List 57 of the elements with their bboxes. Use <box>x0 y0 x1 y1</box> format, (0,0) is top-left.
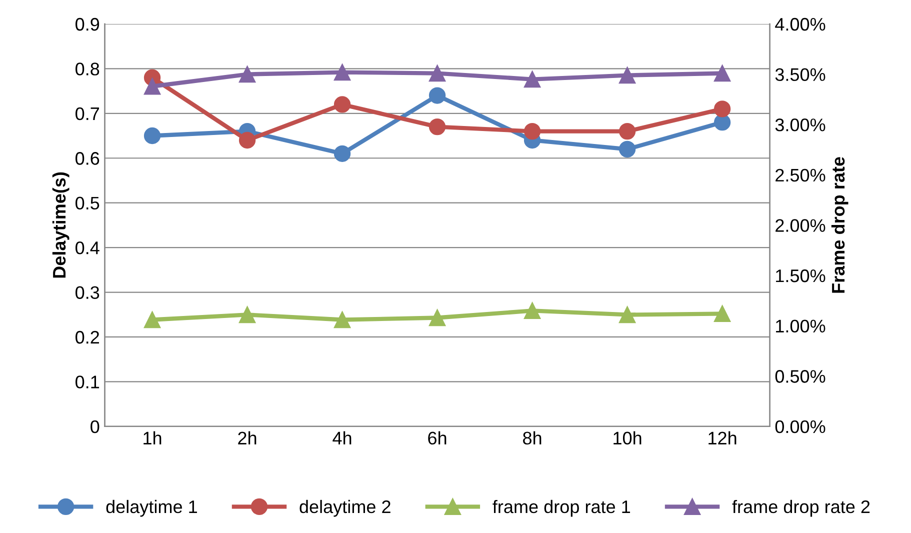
point <box>334 145 351 162</box>
point <box>144 78 161 95</box>
point <box>334 96 351 113</box>
point <box>524 70 541 88</box>
y2-tick-label: 1.00% <box>776 320 826 333</box>
y2-tick-label: 2.00% <box>776 219 826 232</box>
point <box>334 311 351 328</box>
y2-tick-label: 3.50% <box>775 68 826 82</box>
point <box>428 87 446 104</box>
x-tick-label: 12h <box>708 431 736 444</box>
y-tick-label: 0.6 <box>76 152 100 165</box>
point <box>714 305 731 322</box>
x-tick-label: 6h <box>428 431 446 445</box>
y2-axis-title: Frame drop rate <box>831 157 848 293</box>
point <box>618 306 636 324</box>
point <box>144 311 161 328</box>
y-axis-title: Delaytime(s) <box>52 172 70 278</box>
x-tick-label: 1h <box>144 431 162 444</box>
point <box>714 114 731 131</box>
legend-label: delaytime 2 <box>300 500 390 517</box>
legend-label: frame drop rate 1 <box>492 500 630 517</box>
y-tick-label: 0.1 <box>76 376 100 388</box>
point <box>144 127 161 144</box>
y-tick-label: 0.5 <box>76 196 100 210</box>
point <box>524 122 541 140</box>
y2-tick-label: 4.00% <box>775 18 826 31</box>
point <box>618 122 636 140</box>
point <box>714 64 731 82</box>
y-tick-label: 0.8 <box>76 62 100 76</box>
x-tick-label: 8h <box>523 431 542 445</box>
y2-tick-label: 0.00% <box>775 420 826 434</box>
point <box>618 140 636 158</box>
y-tick-label: 0.9 <box>76 18 100 31</box>
y2-tick-label: 3.00% <box>775 118 826 132</box>
y2-tick-label: 0.50% <box>775 370 826 383</box>
y2-tick-label: 2.50% <box>776 168 826 182</box>
legend-label: delaytime 1 <box>106 500 197 517</box>
y-tick-label: 0.7 <box>76 107 99 120</box>
point <box>714 100 731 118</box>
point <box>428 118 446 136</box>
y-tick-label: 0.4 <box>76 241 100 254</box>
point <box>238 66 256 83</box>
y-tick-label: 0.2 <box>76 330 99 344</box>
point <box>428 309 446 326</box>
point <box>238 132 256 149</box>
point <box>238 306 256 324</box>
point <box>334 64 351 81</box>
legend-label: frame drop rate 2 <box>732 500 870 517</box>
y2-tick-label: 1.50% <box>776 269 826 282</box>
point <box>524 302 541 320</box>
x-tick-label: 10h <box>614 431 642 445</box>
x-tick-label: 2h <box>238 431 256 444</box>
y-tick-label: 0.3 <box>76 286 100 299</box>
y-tick-label: 0 <box>90 420 100 434</box>
x-tick-label: 4h <box>332 431 352 444</box>
point <box>618 66 636 84</box>
point <box>428 64 446 82</box>
